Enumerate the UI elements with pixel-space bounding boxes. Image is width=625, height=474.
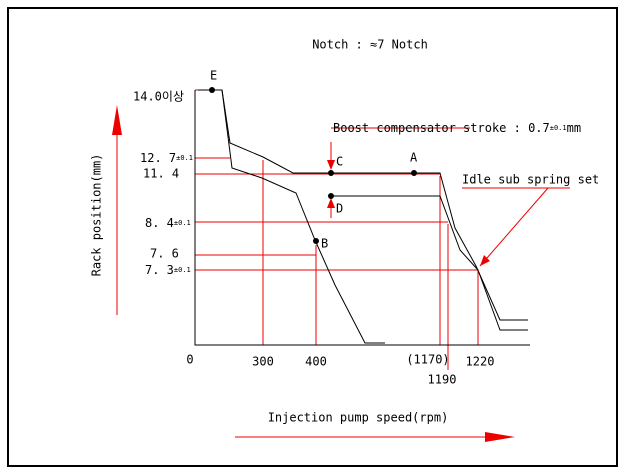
y-label: 14.0이상: [133, 90, 184, 104]
curves: [194, 89, 530, 346]
point-label: C: [336, 155, 343, 169]
frame: [7, 7, 618, 467]
x-arrowhead: [485, 432, 515, 442]
x-label: 1220: [466, 355, 495, 369]
point-label: D: [336, 202, 343, 216]
point-label: B: [321, 237, 328, 251]
point-label: A: [410, 151, 418, 165]
y-axis-label: Rack position(mm): [90, 154, 104, 277]
point-label: E: [210, 69, 217, 83]
x-label: (1170): [406, 353, 449, 367]
y-label: 7. 3±0.1: [145, 263, 191, 277]
red-guides: [195, 89, 570, 370]
x-label: 0: [186, 353, 193, 367]
points: E C A D B: [209, 69, 418, 251]
x-label: 1190: [428, 373, 457, 387]
y-label: 8. 4±0.1: [145, 216, 191, 230]
title: Notch : ≈7 Notch: [312, 38, 428, 52]
y-label: 11. 4: [143, 167, 179, 181]
y-arrowhead: [112, 105, 122, 135]
annotation: Boost compensator stroke : 0.7±0.1mm: [333, 121, 581, 135]
x-label: 300: [252, 355, 274, 369]
annotation: Idle sub spring set: [462, 173, 599, 187]
y-label: 12. 7±0.1: [140, 151, 193, 165]
x-label: 400: [305, 355, 327, 369]
y-label: 7. 6: [150, 247, 179, 261]
x-axis-label: Injection pump speed(rpm): [268, 411, 449, 425]
